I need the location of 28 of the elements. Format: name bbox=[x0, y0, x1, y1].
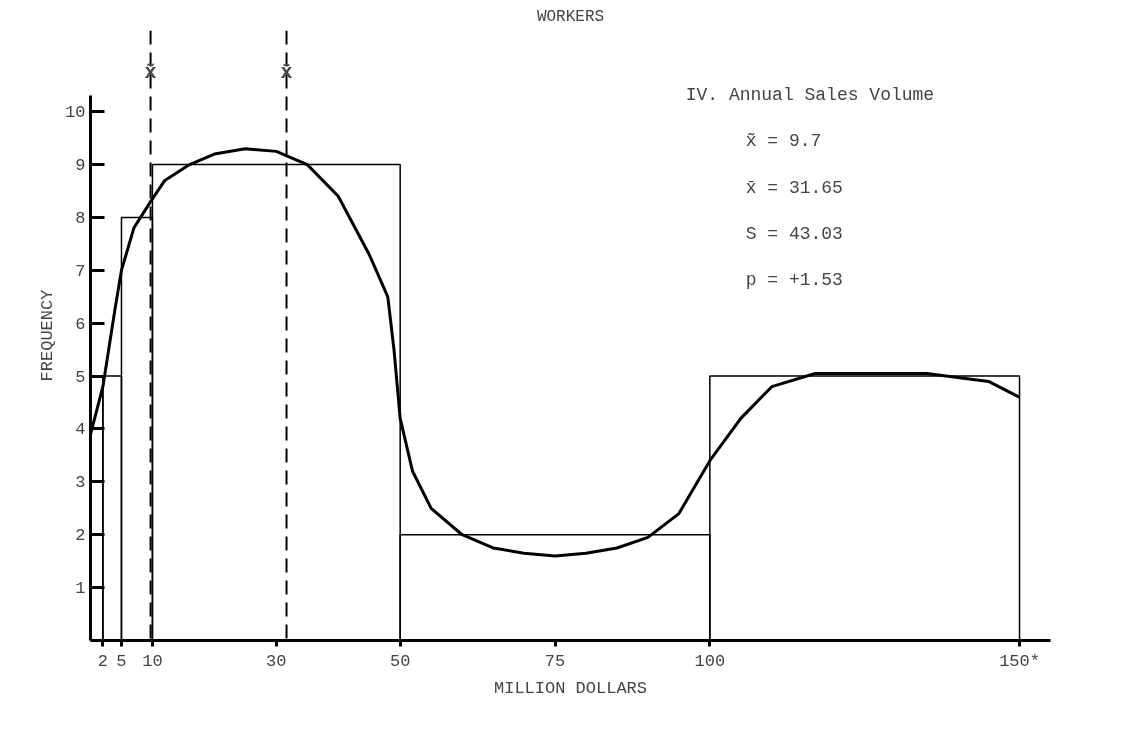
y-tick-label: 5 bbox=[75, 367, 86, 387]
chart-title: WORKERS bbox=[536, 7, 605, 26]
x-tick-label: 50 bbox=[389, 651, 411, 671]
y-tick-label: 4 bbox=[75, 420, 86, 440]
x-tick-label: 10 bbox=[142, 651, 163, 671]
y-tick-label: 10 bbox=[65, 103, 86, 123]
ref-line-label: x̄ bbox=[280, 60, 293, 84]
y-tick-label: 9 bbox=[75, 156, 86, 176]
y-tick-label: 2 bbox=[75, 526, 86, 546]
x-tick-label: 5 bbox=[116, 651, 127, 671]
annotation: x̄ = 31.65 bbox=[745, 177, 843, 198]
x-tick-label: 150* bbox=[999, 651, 1040, 671]
annotation: S = 43.03 bbox=[745, 223, 843, 244]
y-tick-label: 1 bbox=[75, 579, 86, 599]
annotation: IV. Annual Sales Volume bbox=[685, 84, 935, 105]
y-tick-label: 3 bbox=[75, 473, 86, 493]
y-tick-label: 8 bbox=[75, 208, 86, 228]
x-tick-label: 30 bbox=[266, 651, 287, 671]
y-axis-title: FREQUENCY bbox=[38, 289, 58, 382]
ref-line-label: x̃ bbox=[144, 60, 157, 84]
y-tick-label: 6 bbox=[75, 314, 86, 334]
x-tick-label: 75 bbox=[544, 651, 566, 671]
y-tick-label: 7 bbox=[75, 261, 86, 281]
x-axis-title: MILLION DOLLARS bbox=[493, 678, 648, 698]
x-tick-label: 2 bbox=[97, 651, 108, 671]
annotation: x̃ = 9.7 bbox=[745, 131, 822, 152]
annotation: p = +1.53 bbox=[745, 270, 843, 291]
x-tick-label: 100 bbox=[694, 651, 726, 671]
